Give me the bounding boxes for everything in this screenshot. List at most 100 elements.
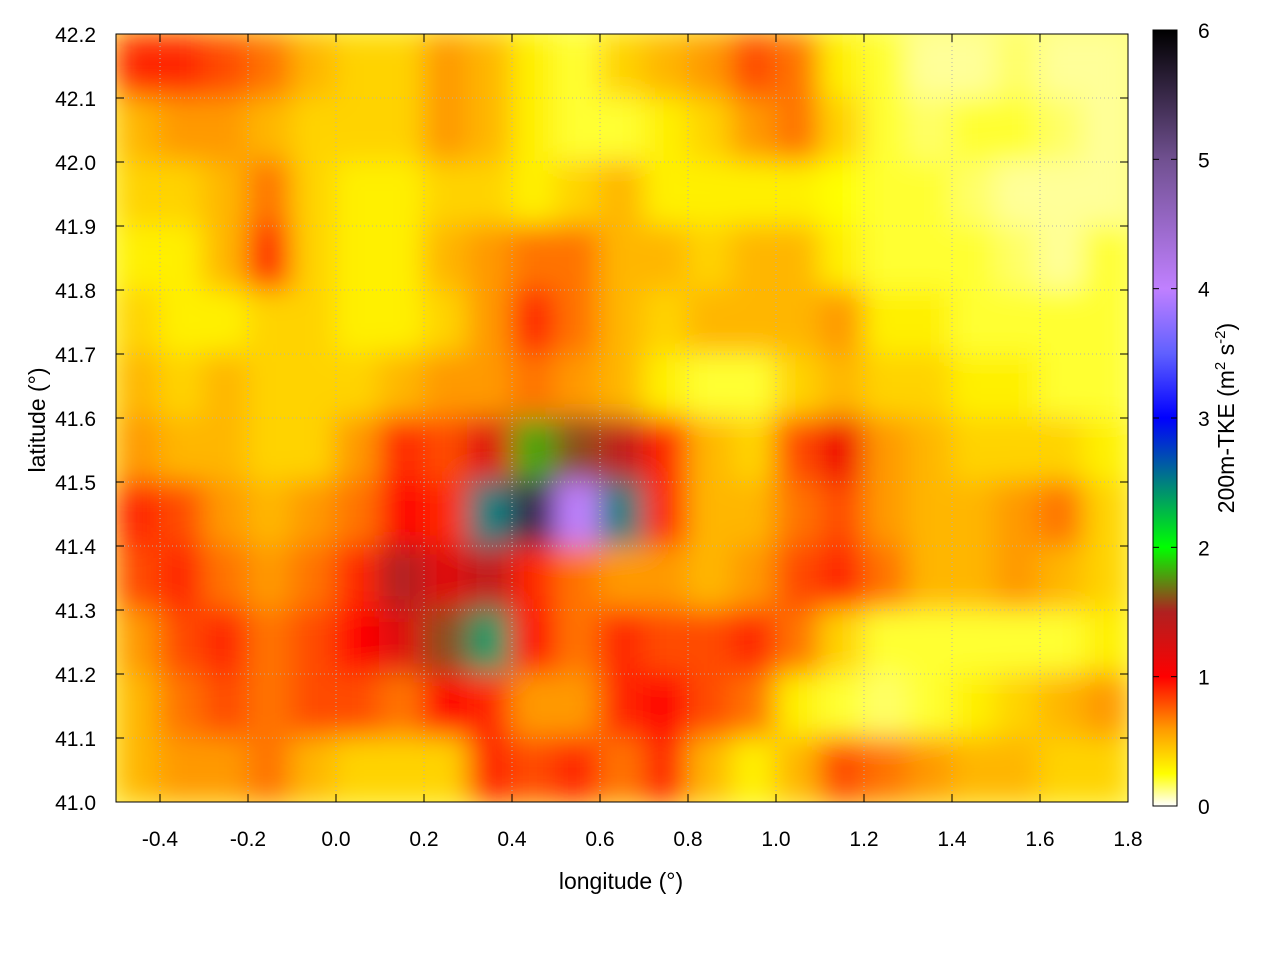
heatmap-cell [1039,161,1085,227]
heatmap-cell [467,289,513,355]
heatmap-cell [247,289,293,355]
x-tick-label: 0.6 [585,828,614,851]
heatmap-cell [1083,34,1128,99]
heatmap-cell [159,225,205,291]
heatmap-cell [291,545,337,611]
colorbar-tick-label: 4 [1198,279,1210,302]
heatmap-cell [555,545,601,611]
x-tick-label: 1.4 [937,828,967,851]
x-tick-label: 1.2 [849,828,878,851]
y-tick-label: 41.3 [55,600,96,623]
heatmap-cell [335,417,381,483]
heatmap-cell [116,353,161,419]
heatmap-cell [203,545,249,611]
heatmap-cell [775,673,821,739]
heatmap-cell [599,609,645,675]
heatmap-cell [116,97,161,163]
heatmap-cell [247,673,293,739]
heatmap-cell [555,97,601,163]
x-tick-label: 1.0 [761,828,790,851]
heatmap-cell [203,289,249,355]
y-tick-label: 41.9 [55,216,96,239]
heatmap-cell [203,34,249,99]
heatmap-cell [775,289,821,355]
heatmap-cell [951,673,997,739]
heatmap-cell [1083,289,1128,355]
heatmap-cell [951,545,997,611]
heatmap-cell [467,161,513,227]
heatmap-cell [775,545,821,611]
heatmap-cell [819,97,865,163]
heatmap-cell [819,673,865,739]
heatmap-cell [951,481,997,547]
heatmap-cell [247,225,293,291]
heatmap-cell [423,481,469,547]
heatmap-cell [731,34,777,99]
heatmap-cell [863,225,909,291]
heatmap-cell [159,97,205,163]
heatmap-cell [291,289,337,355]
y-tick-label: 42.0 [55,152,96,175]
heatmap-cell [423,353,469,419]
y-tick-label: 41.5 [55,472,96,495]
colorbar-tick-label: 0 [1198,796,1210,819]
heatmap-cell [731,609,777,675]
heatmap-cell [423,225,469,291]
heatmap-cell [819,34,865,99]
heatmap-cell [643,97,689,163]
heatmap-cell [335,673,381,739]
x-axis-ticks: -0.4 -0.2 0.0 0.2 0.4 0.6 0.8 1.0 1.2 1.4 1.6 1.8 [142,34,1143,851]
heatmap-cell [467,97,513,163]
heatmap-cell [907,289,953,355]
heatmap-cell [511,609,557,675]
heatmap-cell [116,289,161,355]
heatmap-cell [555,609,601,675]
heatmap-cell [423,161,469,227]
heatmap-cell [995,161,1041,227]
heatmap-cell [379,545,425,611]
heatmap-cell [643,417,689,483]
heatmap-cell [159,673,205,739]
heatmap-cell [511,289,557,355]
colorbar-ticks: 0 1 2 3 4 5 6 [1153,20,1210,819]
heatmap-cell [599,417,645,483]
heatmap-cell [555,353,601,419]
heatmap-cell [203,353,249,419]
heatmap-cell [951,737,997,802]
heatmap-cell [907,545,953,611]
heatmap-cell [1083,97,1128,163]
heatmap-cell [555,289,601,355]
heatmap-cell [995,737,1041,802]
heatmap-cell [511,97,557,163]
heatmap-cell [379,353,425,419]
heatmap-cell [643,481,689,547]
heatmap-cell [511,34,557,99]
heatmap-cell [599,673,645,739]
heatmap-cell [335,609,381,675]
heatmap-cell [335,289,381,355]
heatmap-cell [775,225,821,291]
heatmap-cell [335,97,381,163]
heatmap-cell [643,609,689,675]
heatmap-cell [291,225,337,291]
heatmap-cell [907,481,953,547]
heatmap-cell [819,481,865,547]
heatmap-cell [1083,545,1128,611]
heatmap-cell [907,34,953,99]
heatmap-cell [907,417,953,483]
heatmap-cell [379,225,425,291]
heatmap-cell [819,737,865,802]
heatmap-cell [159,289,205,355]
heatmap-cell [203,161,249,227]
heatmap-cell [379,97,425,163]
heatmap-cell [1083,161,1128,227]
x-tick-label: 0.2 [409,828,438,851]
heatmap-cell [907,737,953,802]
heatmap-cell [116,609,161,675]
heatmap-cell [1039,97,1085,163]
heatmap-cell [643,737,689,802]
heatmap-cell [379,609,425,675]
heatmap-cell [423,609,469,675]
heatmap-cell [951,609,997,675]
colorbar-tick-label: 1 [1198,667,1210,690]
